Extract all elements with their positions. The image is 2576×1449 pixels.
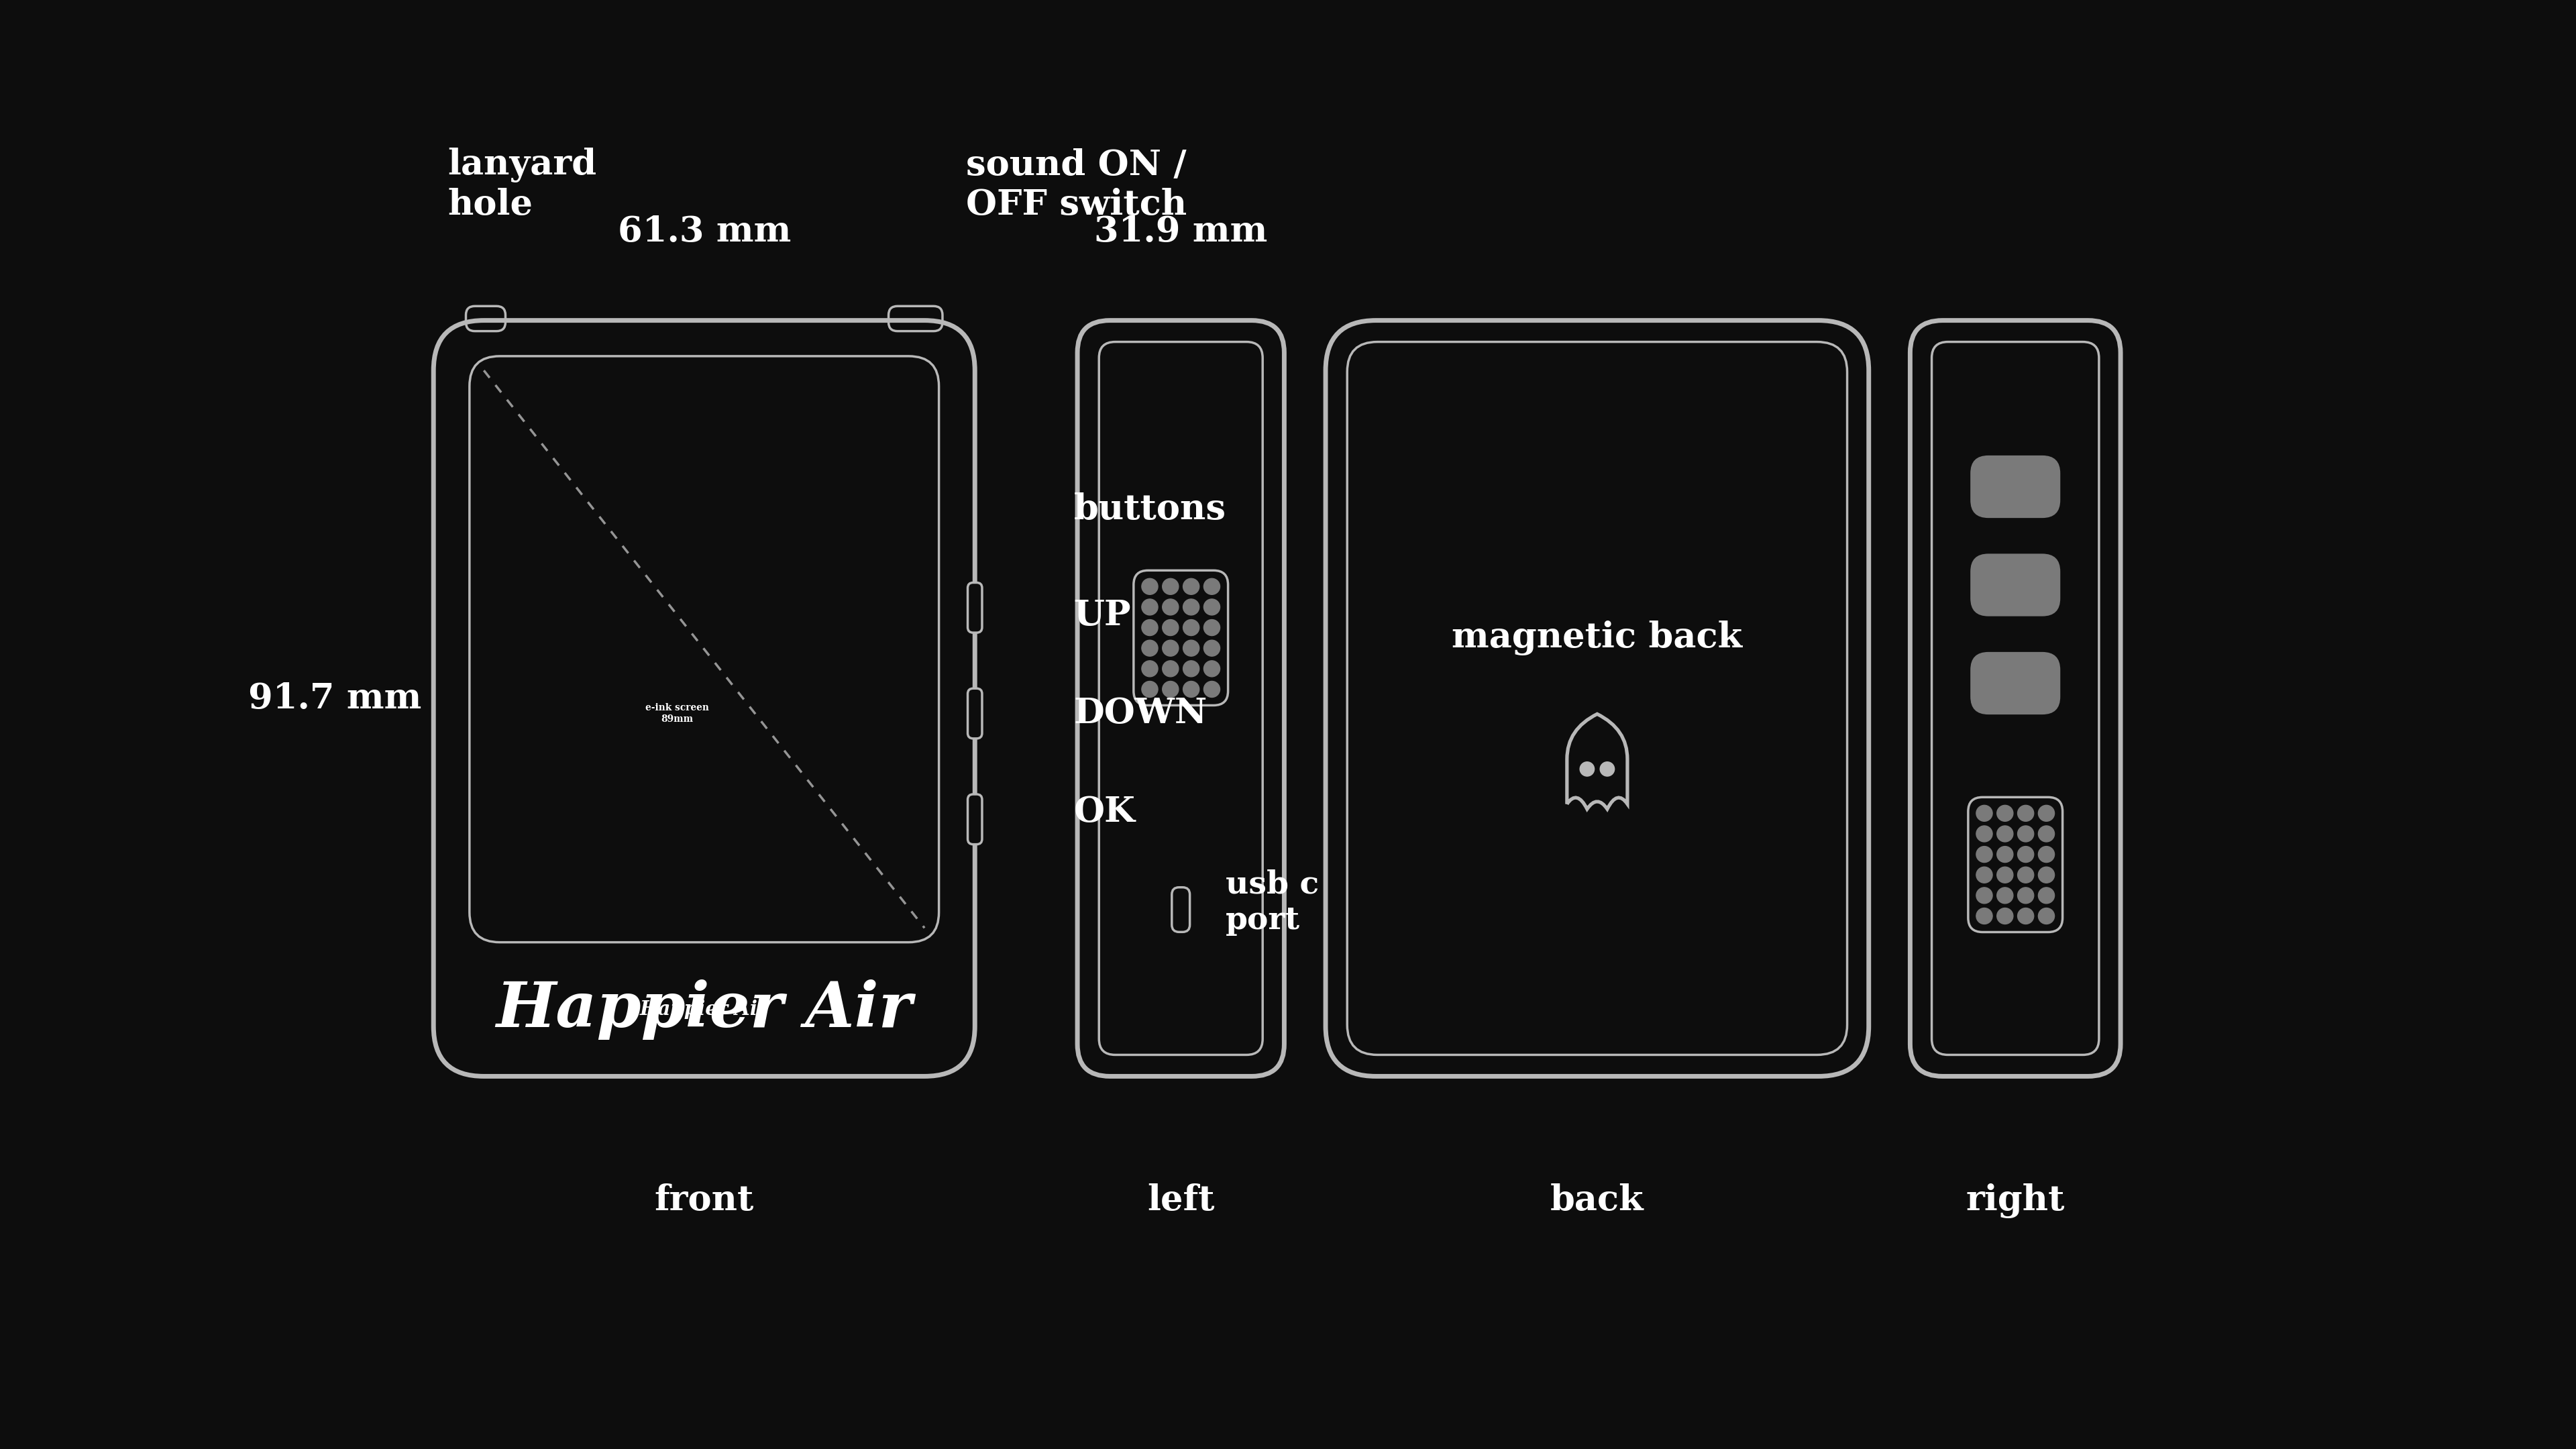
FancyBboxPatch shape bbox=[969, 582, 981, 633]
FancyBboxPatch shape bbox=[1971, 455, 2061, 517]
Circle shape bbox=[1162, 598, 1180, 614]
Text: left: left bbox=[1146, 1184, 1213, 1217]
Circle shape bbox=[1203, 620, 1221, 636]
Circle shape bbox=[2038, 846, 2056, 862]
Circle shape bbox=[2038, 806, 2056, 822]
Circle shape bbox=[1162, 681, 1180, 697]
Circle shape bbox=[1162, 620, 1180, 636]
Text: lanyard
hole: lanyard hole bbox=[448, 148, 598, 222]
Text: 31.9 mm: 31.9 mm bbox=[1095, 214, 1267, 249]
Circle shape bbox=[1203, 598, 1221, 614]
Circle shape bbox=[2038, 909, 2056, 924]
Text: Happier Air: Happier Air bbox=[639, 1000, 768, 1019]
Circle shape bbox=[2038, 887, 2056, 904]
Circle shape bbox=[1141, 620, 1157, 636]
Text: OK: OK bbox=[1074, 794, 1136, 829]
Circle shape bbox=[1996, 826, 2012, 842]
Circle shape bbox=[1976, 846, 1991, 862]
Text: e-ink screen
89mm: e-ink screen 89mm bbox=[647, 703, 708, 723]
Text: 61.3 mm: 61.3 mm bbox=[618, 214, 791, 249]
Circle shape bbox=[2017, 887, 2035, 904]
Circle shape bbox=[1182, 620, 1200, 636]
Circle shape bbox=[1162, 661, 1180, 677]
Circle shape bbox=[1182, 578, 1200, 594]
Circle shape bbox=[1203, 681, 1221, 697]
Circle shape bbox=[1996, 909, 2012, 924]
Circle shape bbox=[1579, 762, 1595, 777]
Circle shape bbox=[1976, 909, 1991, 924]
Circle shape bbox=[1162, 578, 1180, 594]
Circle shape bbox=[1182, 640, 1200, 656]
Circle shape bbox=[1996, 887, 2012, 904]
Circle shape bbox=[1203, 661, 1221, 677]
FancyBboxPatch shape bbox=[969, 794, 981, 845]
Circle shape bbox=[1976, 867, 1991, 882]
Circle shape bbox=[1141, 681, 1157, 697]
Text: 91.7 mm: 91.7 mm bbox=[247, 681, 422, 716]
Text: Happier Air: Happier Air bbox=[497, 980, 912, 1039]
Text: sound ON /
OFF switch: sound ON / OFF switch bbox=[966, 148, 1188, 222]
Circle shape bbox=[1600, 762, 1615, 777]
Circle shape bbox=[2017, 909, 2035, 924]
Circle shape bbox=[1996, 867, 2012, 882]
Text: back: back bbox=[1551, 1184, 1643, 1217]
FancyBboxPatch shape bbox=[1971, 554, 2061, 616]
Text: front: front bbox=[654, 1184, 755, 1217]
Text: UP: UP bbox=[1074, 598, 1131, 632]
Text: magnetic back: magnetic back bbox=[1453, 620, 1741, 655]
Circle shape bbox=[1203, 578, 1221, 594]
Circle shape bbox=[2038, 826, 2056, 842]
Circle shape bbox=[1141, 578, 1157, 594]
Text: usb c
port: usb c port bbox=[1226, 869, 1319, 936]
Circle shape bbox=[1203, 640, 1221, 656]
Circle shape bbox=[1182, 661, 1200, 677]
Text: DOWN: DOWN bbox=[1074, 697, 1208, 730]
FancyBboxPatch shape bbox=[1971, 652, 2061, 714]
Circle shape bbox=[1976, 806, 1991, 822]
Circle shape bbox=[1141, 661, 1157, 677]
Circle shape bbox=[1182, 598, 1200, 614]
Circle shape bbox=[1182, 681, 1200, 697]
Circle shape bbox=[1976, 826, 1991, 842]
Circle shape bbox=[1996, 806, 2012, 822]
Text: right: right bbox=[1965, 1184, 2066, 1219]
Circle shape bbox=[1141, 598, 1157, 614]
Circle shape bbox=[1162, 640, 1180, 656]
Text: buttons: buttons bbox=[1074, 493, 1226, 526]
Circle shape bbox=[1141, 640, 1157, 656]
Circle shape bbox=[2017, 806, 2035, 822]
Circle shape bbox=[1996, 846, 2012, 862]
FancyBboxPatch shape bbox=[969, 688, 981, 739]
Circle shape bbox=[2038, 867, 2056, 882]
Circle shape bbox=[2017, 846, 2035, 862]
Circle shape bbox=[1976, 887, 1991, 904]
Circle shape bbox=[2017, 826, 2035, 842]
Circle shape bbox=[2017, 867, 2035, 882]
